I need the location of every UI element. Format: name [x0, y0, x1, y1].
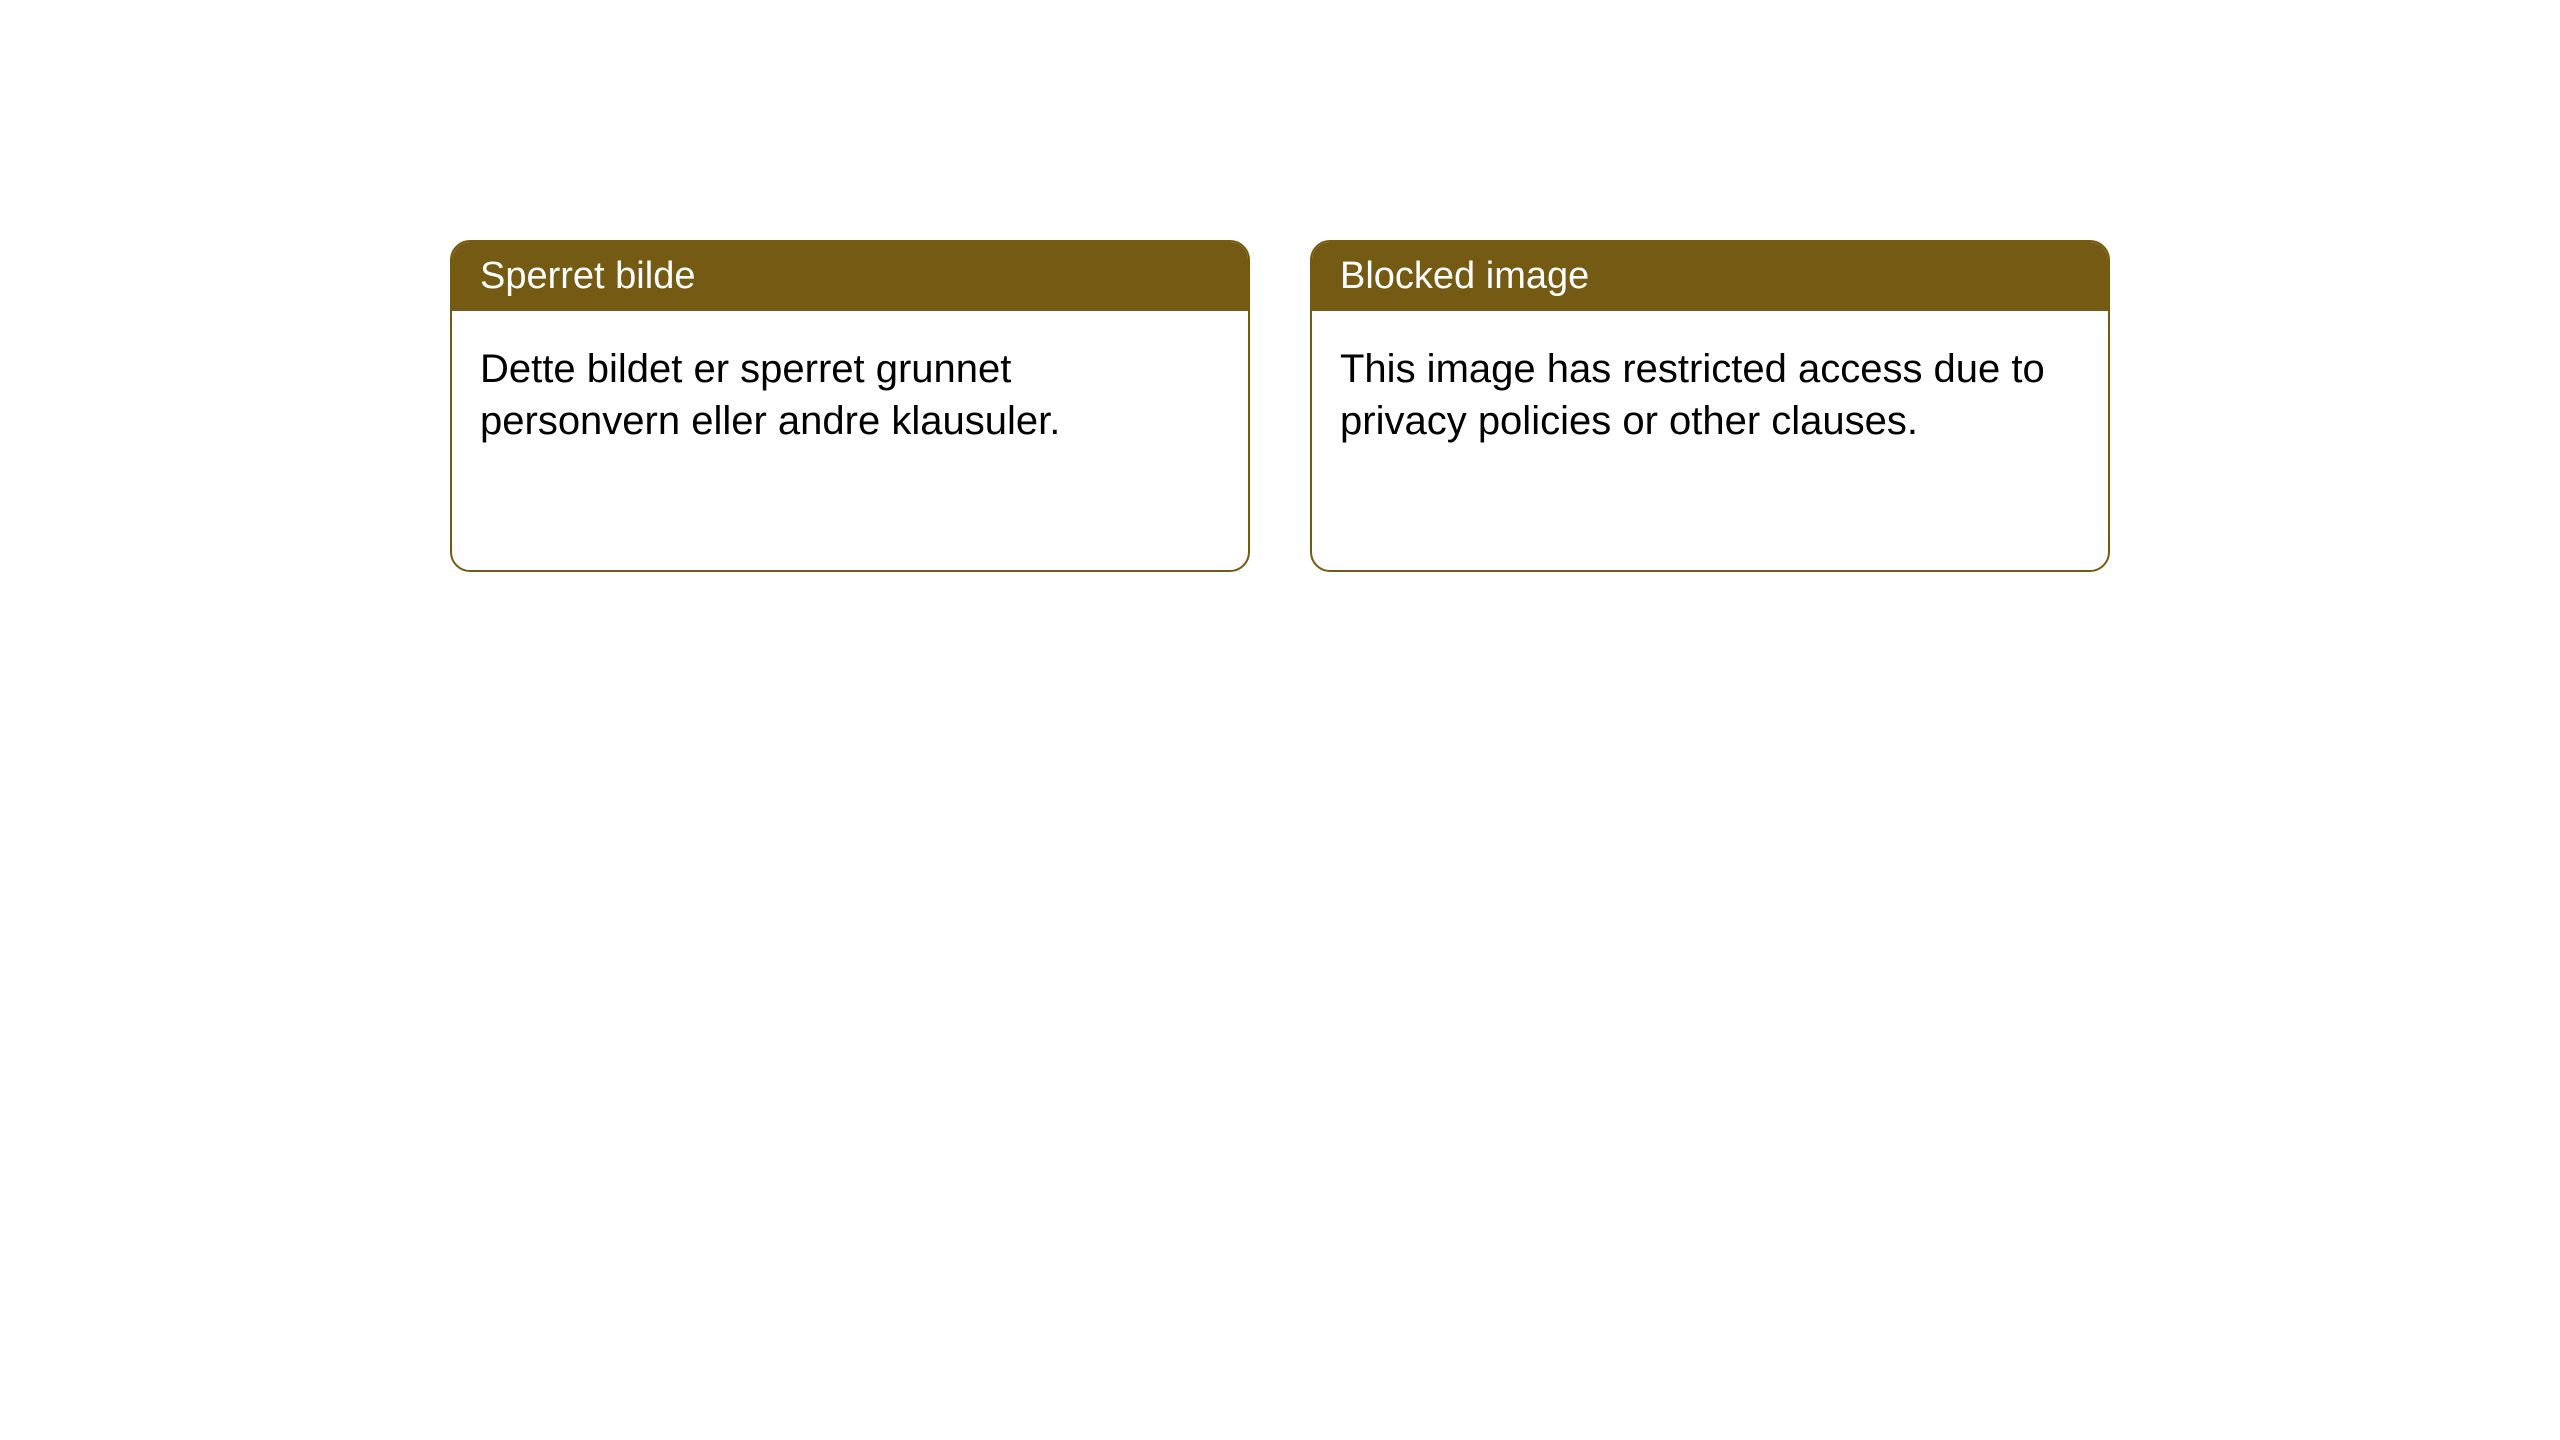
notice-card-norwegian: Sperret bilde Dette bildet er sperret gr…: [450, 240, 1250, 572]
notice-header-norwegian: Sperret bilde: [452, 242, 1248, 311]
notice-container: Sperret bilde Dette bildet er sperret gr…: [0, 0, 2560, 572]
notice-body-english: This image has restricted access due to …: [1312, 311, 2108, 479]
notice-card-english: Blocked image This image has restricted …: [1310, 240, 2110, 572]
notice-header-english: Blocked image: [1312, 242, 2108, 311]
notice-body-norwegian: Dette bildet er sperret grunnet personve…: [452, 311, 1248, 479]
